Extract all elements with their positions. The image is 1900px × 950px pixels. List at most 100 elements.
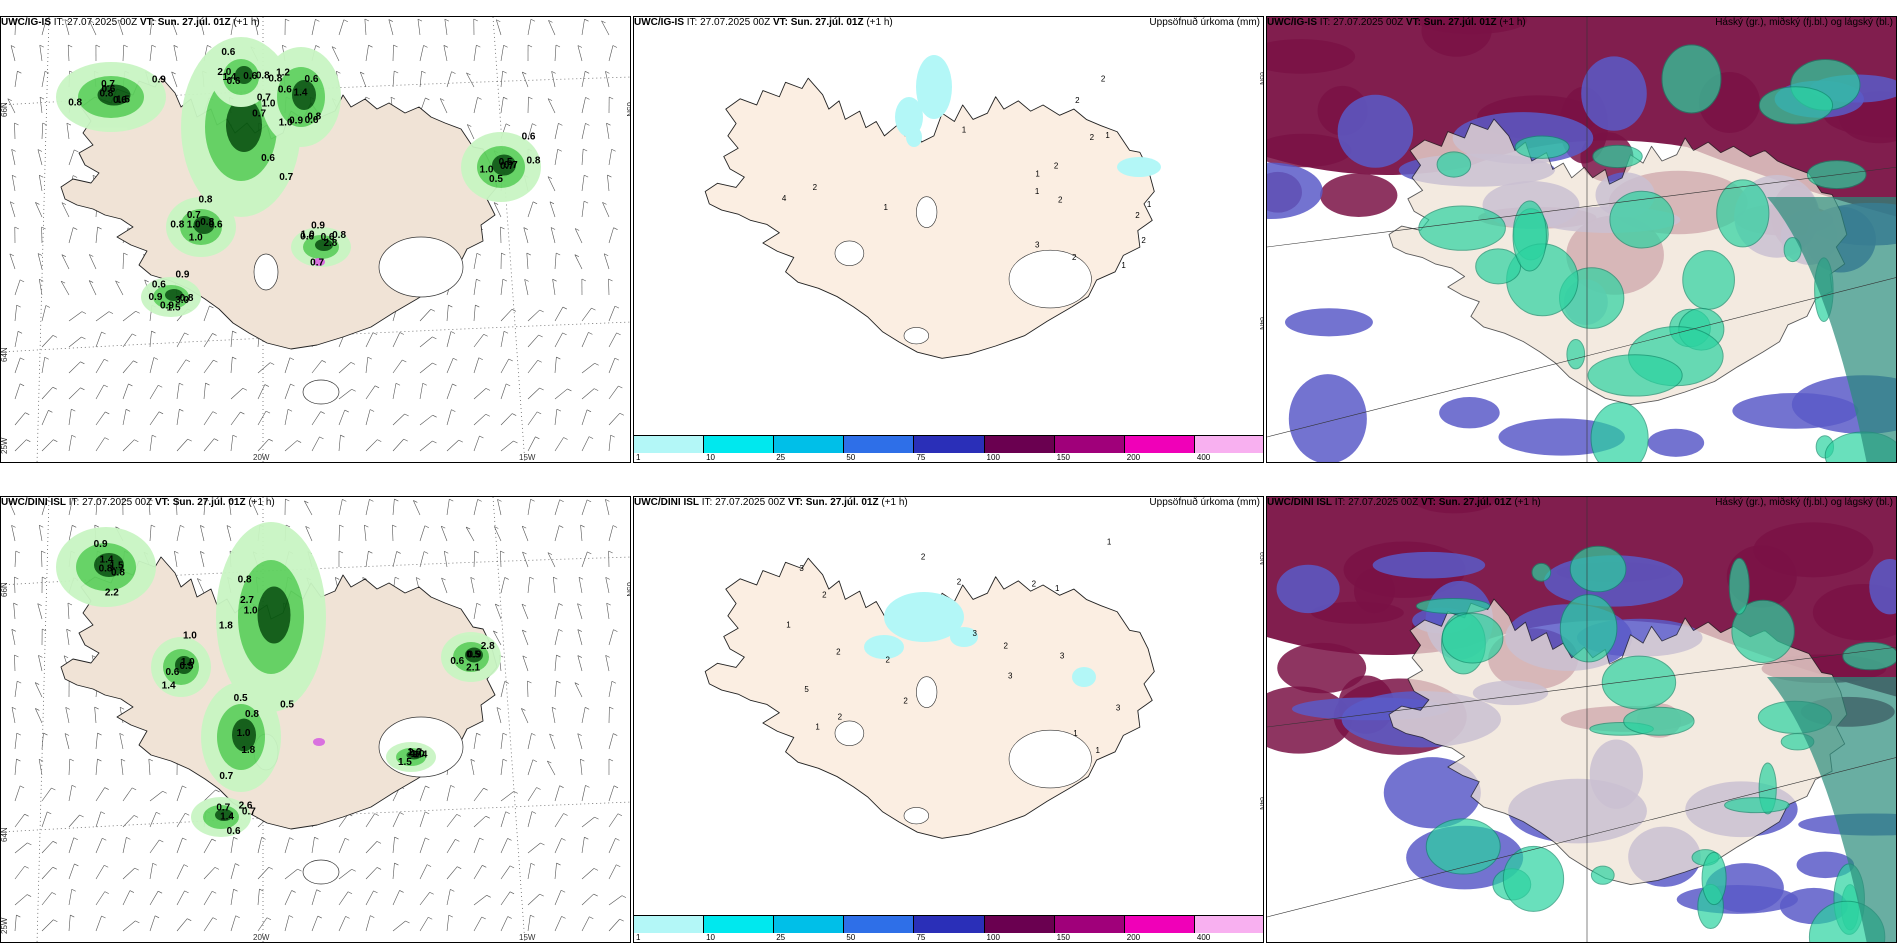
- vt-label: VT:: [1405, 17, 1421, 28]
- precip-value-label: 0.8: [332, 230, 346, 241]
- wind-barb: [257, 867, 270, 880]
- wind-barb: [608, 813, 619, 828]
- accum-precip-value: 2: [838, 713, 843, 722]
- wind-barb: [9, 201, 16, 218]
- wind-barb: [419, 440, 433, 452]
- wind-barb-feather: [80, 361, 85, 365]
- precip-value-label: 0.8: [180, 293, 194, 304]
- precip-value-label: 2.7: [408, 748, 422, 759]
- wind-barb-feather: [479, 435, 484, 439]
- wind-barb-feather: [44, 71, 50, 74]
- wind-barb-feather: [94, 706, 99, 710]
- wind-barb-feather: [135, 920, 140, 924]
- wind-barb: [365, 915, 371, 932]
- accum-precip-value: 2: [1075, 96, 1080, 105]
- it-label: IT:: [701, 497, 713, 508]
- wind-barb: [500, 865, 511, 880]
- wind-barb-feather: [476, 602, 481, 606]
- wind-barb: [41, 71, 46, 88]
- wind-barb-feather: [24, 813, 29, 817]
- wind-barb-feather: [20, 357, 25, 361]
- wind-barb-feather: [495, 603, 500, 607]
- wind-barb-feather: [531, 733, 536, 736]
- wind-barb-feather: [319, 436, 324, 440]
- wind-barb-feather: [394, 862, 399, 866]
- wind-barb-feather: [212, 917, 217, 920]
- wind-barb-feather: [335, 577, 340, 580]
- wind-barb-feather: [621, 895, 627, 898]
- wind-barb-feather: [53, 919, 58, 923]
- wind-barb-feather: [41, 226, 46, 230]
- wind-barb-feather: [39, 96, 45, 100]
- lat-label: 66N: [1, 582, 9, 597]
- precip-area-heavy: [97, 84, 131, 106]
- wind-barb: [581, 332, 589, 348]
- wind-barb-feather: [456, 814, 461, 817]
- wind-barb-feather: [66, 122, 72, 126]
- wind-barb: [581, 71, 586, 88]
- precip-value-label: 0.7: [257, 92, 271, 103]
- wind-barb-feather: [17, 70, 22, 74]
- wind-barb: [574, 682, 583, 698]
- wind-barb: [67, 603, 70, 620]
- wind-barb: [548, 20, 556, 36]
- wind-barb: [602, 202, 610, 218]
- wind-barb: [95, 499, 98, 516]
- wind-barb-feather: [548, 20, 553, 23]
- low-cloud-cell: [1415, 597, 1491, 615]
- wind-barb-feather: [171, 71, 176, 75]
- accum-precip-panel-bottom: 1 2 3 3 3 2 2 2 1 2 2 1 2 2 2 5 3 3 1 1 1 65N 64N 1 10 25 50 75 100…: [633, 496, 1264, 943]
- wind-barb-feather: [157, 890, 163, 894]
- wind-barb-feather: [585, 97, 590, 100]
- wind-barb-feather: [104, 891, 109, 894]
- precip-value-label: 1.8: [241, 745, 255, 756]
- wind-barb-feather: [476, 732, 481, 736]
- wind-barb: [251, 500, 259, 516]
- wind-barb-feather: [392, 524, 397, 528]
- wind-barb-feather: [212, 411, 217, 414]
- low-cloud-cell: [1601, 655, 1677, 710]
- wind-barb-feather: [291, 890, 296, 893]
- wind-barb-feather: [151, 44, 157, 48]
- wind-barb-feather: [159, 839, 164, 843]
- wind-barb: [554, 306, 564, 322]
- precip-value-label: 1.0: [480, 164, 494, 175]
- wind-barb: [14, 866, 25, 880]
- wind-barb-feather: [10, 45, 16, 48]
- wind-barb: [41, 305, 47, 322]
- precip-value-label: 1.8: [219, 620, 233, 631]
- precip-value-label: 0.7: [279, 172, 293, 183]
- wind-barb-feather: [483, 333, 488, 337]
- wind-barb-feather: [27, 842, 32, 846]
- colorbar-tick-label: 75: [916, 453, 926, 462]
- wind-barb: [14, 305, 17, 322]
- wind-barb-feather: [64, 733, 70, 736]
- glacier-myrdalsjokull: [302, 379, 340, 405]
- wind-barb-feather: [482, 865, 487, 868]
- wind-barb-feather: [103, 384, 108, 388]
- wind-barb: [473, 97, 478, 114]
- wind-barb-feather: [616, 864, 621, 868]
- wind-barb-feather: [536, 787, 541, 790]
- wind-barb-feather: [123, 44, 128, 48]
- wind-barb: [37, 603, 43, 620]
- wind-barb: [122, 409, 127, 426]
- wind-barb-feather: [606, 602, 611, 606]
- wind-barb-feather: [73, 227, 78, 230]
- vt-value: Sun. 27.júl. 01Z: [1438, 497, 1512, 508]
- wind-barb-feather: [132, 333, 137, 337]
- lead-time: (+1 h): [233, 17, 260, 28]
- wind-barb-feather: [586, 409, 592, 413]
- glacier-vatnajokull: [1008, 249, 1092, 309]
- wind-barb-feather: [594, 816, 599, 820]
- accum-precip-value: 1: [1035, 187, 1040, 196]
- wind-barb: [500, 811, 507, 828]
- wind-barb-feather: [374, 813, 379, 816]
- wind-barb-feather: [38, 758, 44, 762]
- wind-barb: [608, 45, 614, 62]
- wind-barb: [547, 98, 556, 114]
- wind-barb: [338, 838, 346, 854]
- wind-barb: [605, 499, 610, 516]
- precip-value-label: 0.7: [187, 210, 201, 221]
